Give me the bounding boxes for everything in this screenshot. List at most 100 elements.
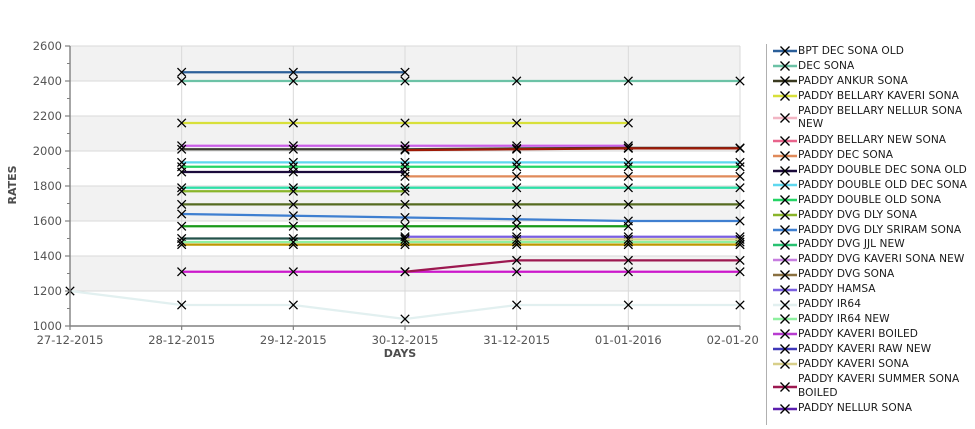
series-main-10: [177, 186, 410, 196]
legend-item[interactable]: PADDY KAVERI SUMMER SONA BOILED: [769, 372, 975, 402]
legend-item[interactable]: PADDY DOUBLE DEC SONA OLD: [769, 163, 975, 178]
x-axis-title: DAYS: [384, 347, 417, 360]
series-main-11: [177, 209, 745, 226]
legend-marker-x-icon: [772, 238, 798, 252]
x-tick-label: 29-12-2015: [260, 333, 327, 347]
legend-item-label: PADDY ANKUR SONA: [798, 74, 908, 87]
x-axis-ticks: 27-12-2015 28-12-2015 29-12-2015 30-12-2015…: [37, 326, 760, 347]
line-chart-svg: 1000 1200 1400 1600 1800 2000 2200 2400 2600 27-…: [6, 39, 760, 360]
legend-marker-x-icon: [772, 74, 798, 88]
legend-item-label: PADDY DEC SONA: [798, 149, 894, 162]
legend-marker-x-icon: [772, 342, 798, 356]
legend-item-label: PADDY KAVERI SONA: [798, 357, 909, 370]
legend-item-label: PADDY KAVERI BOILED: [798, 327, 918, 340]
x-tick-label: 27-12-2015: [37, 333, 104, 347]
legend-item[interactable]: PADDY IR64 NEW: [769, 312, 975, 327]
legend-item-label: PADDY HAMSA: [798, 283, 876, 296]
series-main-3: [177, 118, 633, 128]
legend-marker-x-icon: [772, 178, 798, 192]
x-tick-label: 31-12-2015: [483, 333, 550, 347]
legend-item[interactable]: PADDY NELLUR SONA: [769, 401, 975, 416]
legend-item-label: PADDY DVG SONA: [798, 268, 895, 281]
legend-item-label: PADDY DOUBLE OLD DEC SONA: [798, 178, 967, 191]
y-axis-ticks: 1000 1200 1400 1600 1800 2000 2200 2400 2600: [33, 39, 70, 333]
legend-marker-x-icon: [772, 312, 798, 326]
legend-item[interactable]: PADDY DOUBLE OLD SONA: [769, 193, 975, 208]
legend-item[interactable]: PADDY BELLARY KAVERI SONA: [769, 89, 975, 104]
series-lines: [65, 67, 745, 324]
y-tick-label: 1800: [33, 179, 62, 193]
legend-item[interactable]: PADDY DOUBLE OLD DEC SONA: [769, 178, 975, 193]
legend-item[interactable]: PADDY DVG JJL NEW: [769, 238, 975, 253]
series-main-21: [400, 255, 745, 277]
series-main-6: [400, 171, 745, 182]
legend-marker-x-icon: [772, 193, 798, 207]
series-bg-2: [400, 143, 745, 155]
legend-item[interactable]: PADDY DVG KAVERI SONA NEW: [769, 252, 975, 267]
legend-item[interactable]: PADDY HAMSA: [769, 282, 975, 297]
x-tick-label: 28-12-2015: [148, 333, 215, 347]
legend-marker-x-icon: [772, 149, 798, 163]
legend-item-label: PADDY DVG DLY SRIRAM SONA: [798, 223, 962, 236]
y-tick-label: 2400: [33, 74, 62, 88]
legend-marker-x-icon: [772, 223, 798, 237]
x-tick-label: 30-12-2015: [372, 333, 439, 347]
y-tick-label: 1600: [33, 214, 62, 228]
legend-marker-x-icon: [772, 283, 798, 297]
legend-item-label: BPT DEC SONA OLD: [798, 44, 904, 57]
legend-marker-x-icon: [772, 164, 798, 178]
legend-marker-x-icon: [772, 402, 798, 416]
legend-item-label: PADDY KAVERI SUMMER SONA BOILED: [798, 373, 960, 399]
series-main-1: [177, 76, 745, 86]
legend-item-label: PADDY DVG JJL NEW: [798, 238, 905, 251]
legend-item[interactable]: PADDY BELLARY NELLUR SONA NEW: [769, 104, 975, 134]
legend-item-label: DEC SONA: [798, 59, 855, 72]
legend-marker-x-icon: [772, 268, 798, 282]
legend-item[interactable]: PADDY KAVERI BOILED: [769, 327, 975, 342]
legend-marker-x-icon: [772, 134, 798, 148]
x-tick-label: 01-01-2016: [595, 333, 662, 347]
series-main-16: [65, 286, 745, 324]
legend-marker-x-icon: [772, 208, 798, 222]
series-main-8: [177, 157, 745, 168]
y-tick-label: 2000: [33, 144, 62, 158]
legend-item-label: PADDY IR64: [798, 298, 861, 310]
series-bg-4: [177, 199, 745, 210]
legend-item[interactable]: PADDY DEC SONA: [769, 148, 975, 163]
series-main-20: [400, 234, 745, 245]
series-main-17: [177, 237, 745, 247]
legend-item[interactable]: DEC SONA: [769, 59, 975, 74]
legend-item-label: PADDY BELLARY NEW SONA: [798, 134, 947, 147]
legend-item[interactable]: PADDY IR64: [769, 297, 975, 312]
legend-item-label: PADDY BELLARY KAVERI SONA: [798, 89, 959, 102]
y-tick-label: 1200: [33, 284, 62, 298]
chart-legend: BPT DEC SONA OLD DEC SONA PADDY ANKUR SONA…: [766, 44, 975, 425]
legend-item[interactable]: PADDY DVG DLY SRIRAM SONA: [769, 223, 975, 238]
legend-item[interactable]: BPT DEC SONA OLD: [769, 44, 975, 59]
y-tick-label: 1400: [33, 249, 62, 263]
legend-marker-x-icon: [772, 298, 798, 312]
legend-item-label: PADDY DOUBLE DEC SONA OLD: [798, 163, 967, 176]
legend-item[interactable]: PADDY ANKUR SONA: [769, 74, 975, 89]
legend-item-label: PADDY DVG DLY SONA: [798, 208, 917, 221]
plot-area: 1000 1200 1400 1600 1800 2000 2200 2400 2600 27-…: [6, 39, 760, 360]
legend-item[interactable]: PADDY BELLARY NEW SONA: [769, 133, 975, 148]
y-tick-label: 1000: [33, 319, 62, 333]
legend-marker-x-icon: [772, 253, 798, 267]
legend-item[interactable]: PADDY DVG SONA: [769, 267, 975, 282]
legend-item[interactable]: PADDY KAVERI RAW NEW: [769, 342, 975, 357]
legend-item-label: PADDY DVG KAVERI SONA NEW: [798, 253, 965, 266]
legend-marker-x-icon: [772, 380, 798, 394]
legend-item[interactable]: PADDY DVG DLY SONA: [769, 208, 975, 223]
legend-item[interactable]: PADDY KAVERI SONA: [769, 357, 975, 372]
legend-item-label: PADDY IR64 NEW: [798, 312, 890, 325]
series-main-0: [177, 67, 410, 77]
y-axis-title: RATES: [6, 165, 19, 204]
legend-item-label: PADDY DOUBLE OLD SONA: [798, 193, 942, 206]
legend-marker-x-icon: [772, 44, 798, 58]
legend-marker-x-icon: [772, 111, 798, 125]
legend-marker-x-icon: [772, 89, 798, 103]
series-main-9: [177, 162, 745, 172]
legend-item-label: PADDY BELLARY NELLUR SONA NEW: [798, 105, 963, 131]
